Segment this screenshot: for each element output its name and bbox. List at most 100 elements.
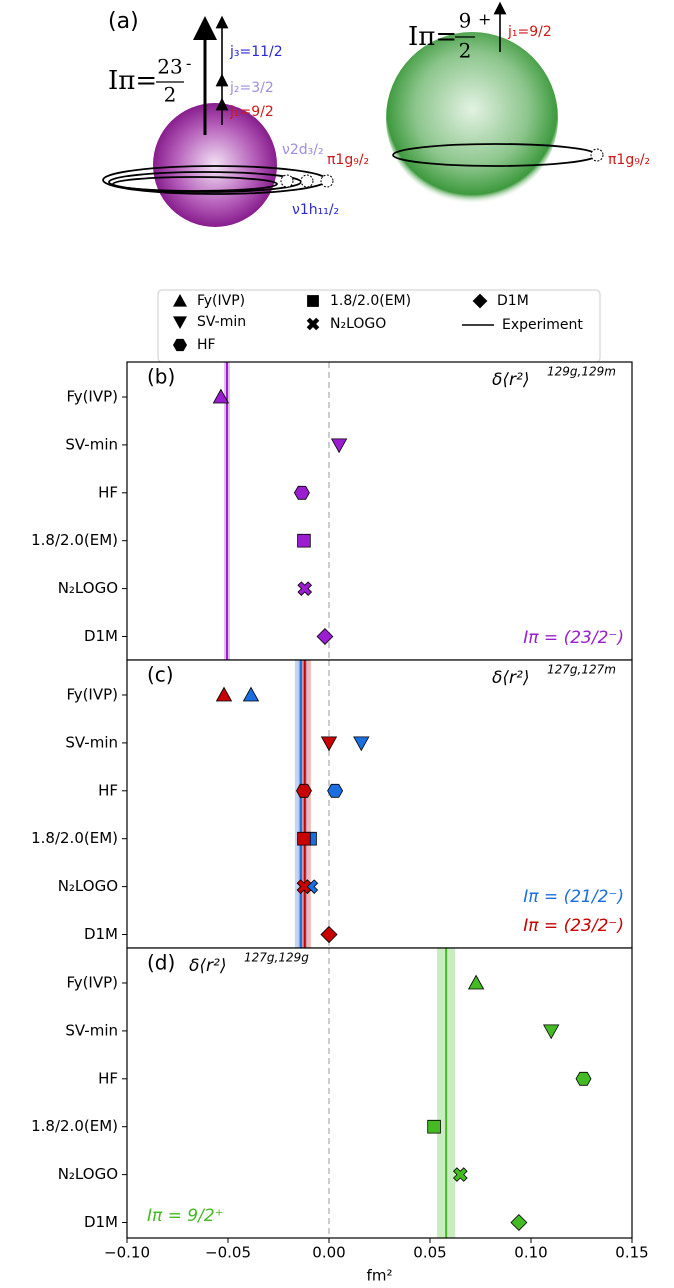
data-point	[467, 974, 485, 990]
j-label: j₂=3/2	[229, 80, 274, 96]
y-tick-label: D1M	[84, 925, 118, 943]
x-tick-label: 0.10	[514, 1244, 547, 1262]
x-tick-label: −0.05	[205, 1244, 251, 1262]
data-point	[293, 485, 310, 500]
spin-denominator: 2	[459, 39, 472, 63]
series-label: Iπ = 9/2⁺	[147, 1206, 224, 1226]
nucleus	[153, 103, 277, 227]
spin-parity: -	[186, 54, 191, 73]
panel-label: (b)	[147, 365, 175, 389]
data-point	[543, 1024, 560, 1040]
panel-frame	[127, 948, 632, 1238]
x-tick-label: −0.10	[104, 1244, 150, 1262]
orbit	[108, 171, 302, 193]
data-point	[297, 831, 311, 846]
legend-label: Fy(IVP)	[197, 293, 245, 309]
annotation-superscript: 127g,127m	[547, 663, 616, 677]
panel-frame	[127, 362, 632, 660]
y-tick-label: 1.8/2.0(EM)	[31, 1117, 118, 1135]
y-tick-label: N₂LOGO	[58, 877, 118, 895]
legend-marker	[173, 338, 187, 352]
y-tick-label: Fy(IVP)	[66, 686, 118, 704]
illustration: (a) Iπ= 23 2 - j₃=11/2 j₂=3/2 j₁=9/2 ν2d…	[102, 1, 650, 227]
y-tick-label: Fy(IVP)	[66, 388, 118, 406]
spin-numerator: 9	[459, 9, 472, 33]
legend-label: 1.8/2.0(EM)	[330, 293, 411, 309]
y-tick-label: Fy(IVP)	[66, 974, 118, 992]
x-axis-label: fm²	[367, 1267, 393, 1285]
spin-denominator: 2	[164, 83, 177, 107]
data-point	[215, 686, 233, 702]
data-point	[296, 783, 312, 798]
y-tick-label: SV-min	[65, 1021, 118, 1039]
legend-label: N₂LOGO	[330, 316, 386, 332]
data-point	[320, 736, 338, 752]
orbit-label: ν2d₃/₂	[282, 142, 324, 158]
nucleon	[300, 174, 314, 188]
legend-label: Experiment	[502, 317, 583, 333]
data-point	[330, 438, 348, 454]
panel-label: (a)	[108, 9, 139, 34]
annotation: δ⟨r²⟩	[492, 370, 529, 390]
legend-label: SV-min	[197, 314, 246, 330]
x-tick-label: 0.15	[615, 1244, 648, 1262]
panel-frame	[127, 660, 632, 948]
series-label: Iπ = (21/2⁻)	[523, 887, 624, 907]
y-tick-label: SV-min	[65, 733, 118, 751]
y-tick-label: N₂LOGO	[58, 1165, 118, 1183]
x-tick-label: 0.00	[312, 1244, 345, 1262]
x-tick-label: 0.05	[413, 1244, 446, 1262]
data-point	[510, 1214, 528, 1231]
data-point	[296, 879, 312, 894]
panel-label: (d)	[147, 951, 175, 975]
data-point	[212, 388, 230, 404]
y-tick-label: D1M	[84, 1213, 118, 1231]
nucleon	[320, 174, 334, 188]
data-point	[320, 926, 338, 943]
orbit-label: π1g₉/₂	[327, 152, 369, 168]
y-tick-label: SV-min	[65, 435, 118, 453]
annotation-superscript: 127g,129g	[244, 951, 309, 965]
data-point	[427, 1119, 441, 1134]
spin-numerator: 23	[157, 55, 182, 79]
nucleon	[590, 148, 604, 162]
legend-marker	[307, 295, 319, 307]
j-label: j₁=9/2	[229, 104, 274, 120]
y-tick-label: 1.8/2.0(EM)	[31, 829, 118, 847]
data-point	[297, 581, 313, 596]
legend-marker	[306, 317, 320, 331]
legend-label: HF	[197, 337, 216, 353]
annotation: δ⟨r²⟩	[189, 956, 226, 976]
panel-border	[126, 947, 633, 1239]
annotation: δ⟨r²⟩	[492, 668, 529, 688]
series-label: Iπ = (23/2⁻)	[523, 916, 624, 936]
orbit-label: π1g₉/₂	[608, 152, 650, 168]
y-tick-label: 1.8/2.0(EM)	[31, 531, 118, 549]
y-tick-label: N₂LOGO	[58, 579, 118, 597]
spin-label: Iπ=	[408, 22, 457, 52]
legend-label: D1M	[497, 293, 529, 309]
y-tick-label: HF	[98, 1069, 118, 1087]
spin-label: Iπ=	[108, 66, 157, 96]
orbit	[112, 176, 278, 192]
data-point	[453, 1167, 468, 1182]
legend-marker	[173, 294, 187, 307]
data-point	[297, 533, 311, 548]
j-label: j₃=11/2	[229, 44, 283, 60]
data-point	[316, 628, 334, 645]
legend-marker	[472, 293, 488, 309]
y-tick-label: HF	[98, 781, 118, 799]
spin-parity: +	[478, 10, 491, 29]
y-tick-label: D1M	[84, 627, 118, 645]
annotation-superscript: 129g,129m	[547, 365, 616, 379]
legend-marker	[173, 316, 187, 329]
j-label: j₁=9/2	[507, 24, 552, 40]
data-point	[353, 736, 370, 752]
series-label: Iπ = (23/2⁻)	[523, 628, 624, 648]
orbit-label: ν1h₁₁/₂	[292, 202, 339, 218]
data-point	[575, 1071, 592, 1086]
data-point	[242, 686, 260, 702]
data-point	[327, 783, 344, 798]
nucleon	[280, 174, 294, 188]
